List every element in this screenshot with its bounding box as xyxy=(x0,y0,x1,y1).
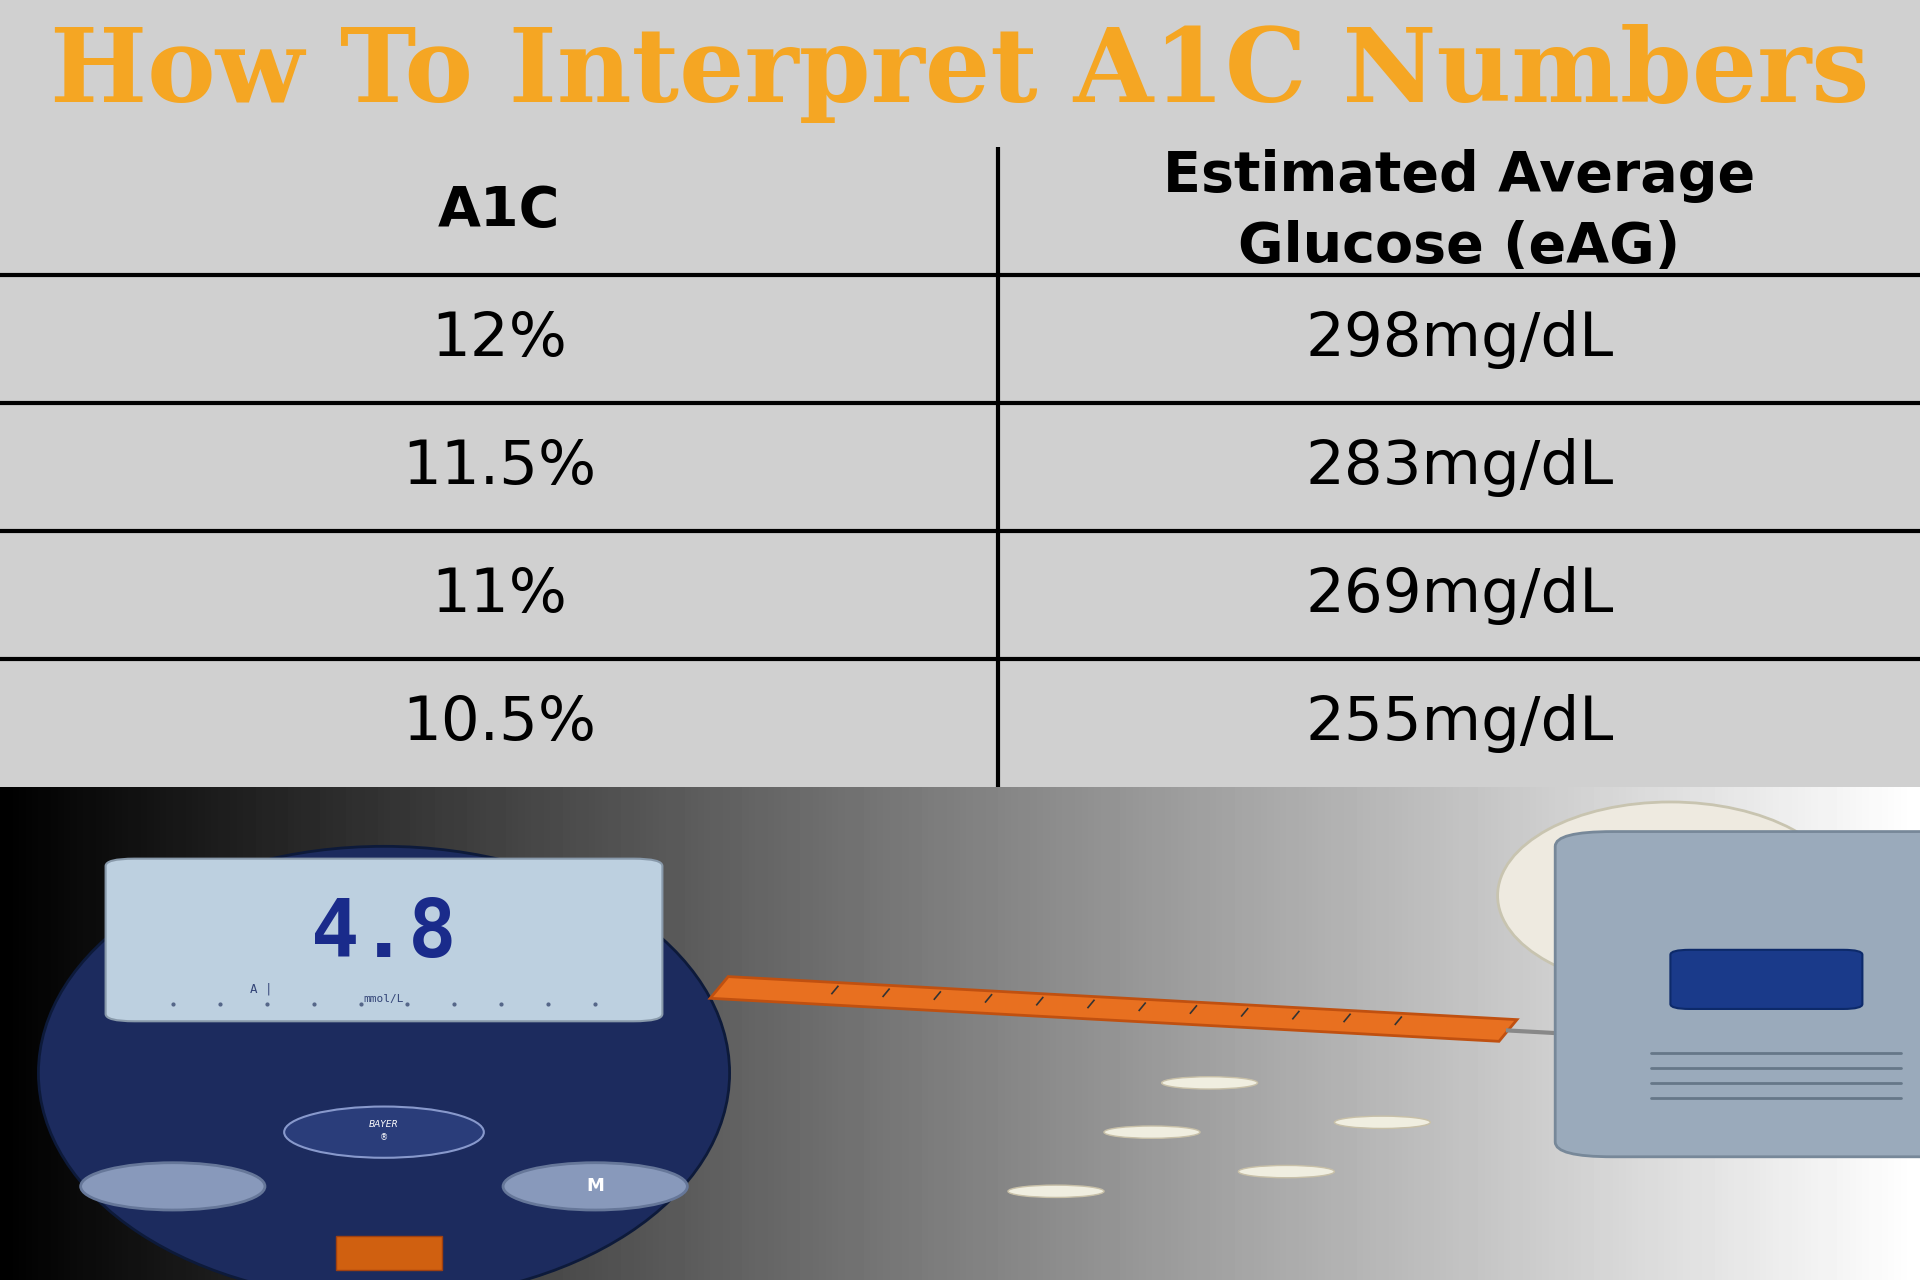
Text: 11.5%: 11.5% xyxy=(401,438,597,497)
FancyBboxPatch shape xyxy=(1555,832,1920,1157)
Text: 11%: 11% xyxy=(432,566,566,625)
Text: 12%: 12% xyxy=(432,310,566,369)
Text: How To Interpret A1C Numbers: How To Interpret A1C Numbers xyxy=(50,24,1870,123)
Text: mmol/L: mmol/L xyxy=(363,995,405,1004)
Bar xyxy=(336,1235,442,1270)
Ellipse shape xyxy=(1498,803,1843,989)
Text: BAYER: BAYER xyxy=(369,1120,399,1129)
Text: A |: A | xyxy=(250,983,273,996)
Ellipse shape xyxy=(1238,1165,1334,1178)
FancyBboxPatch shape xyxy=(106,859,662,1021)
Ellipse shape xyxy=(38,846,730,1280)
Ellipse shape xyxy=(1334,1116,1430,1129)
Text: A1C: A1C xyxy=(438,184,561,238)
Text: M: M xyxy=(586,1178,605,1196)
Text: Estimated Average
Glucose (eAG): Estimated Average Glucose (eAG) xyxy=(1164,148,1755,274)
Circle shape xyxy=(284,1106,484,1158)
Circle shape xyxy=(81,1162,265,1210)
Text: 269mg/dL: 269mg/dL xyxy=(1306,566,1613,625)
Text: 298mg/dL: 298mg/dL xyxy=(1306,310,1613,369)
Text: 10.5%: 10.5% xyxy=(401,694,597,753)
Ellipse shape xyxy=(1162,1076,1258,1089)
Ellipse shape xyxy=(1104,1126,1200,1138)
Text: ®: ® xyxy=(380,1134,388,1143)
Text: 255mg/dL: 255mg/dL xyxy=(1306,694,1613,753)
FancyBboxPatch shape xyxy=(1670,950,1862,1009)
Ellipse shape xyxy=(1008,1185,1104,1198)
Text: 4.8: 4.8 xyxy=(311,896,457,974)
Circle shape xyxy=(503,1162,687,1210)
Polygon shape xyxy=(710,977,1517,1042)
Text: 283mg/dL: 283mg/dL xyxy=(1306,438,1613,497)
